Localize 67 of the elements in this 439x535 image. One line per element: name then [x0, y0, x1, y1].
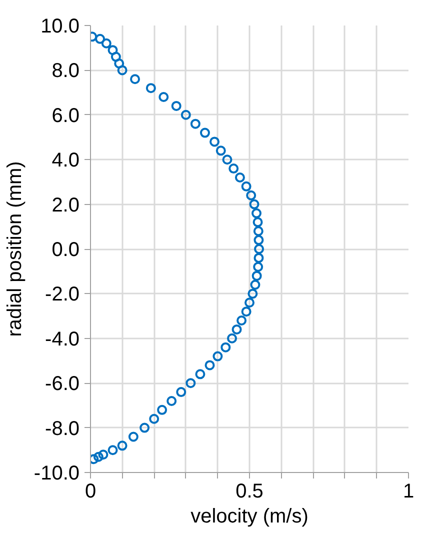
- point: [236, 316, 247, 326]
- point: [252, 217, 263, 228]
- point: [204, 360, 215, 370]
- point: [93, 452, 104, 462]
- y-tick-label: -10.0: [34, 462, 80, 484]
- point: [250, 280, 260, 290]
- y-tick-label: -4.0: [45, 328, 80, 350]
- point: [98, 450, 108, 460]
- x-axis-title: velocity (m/s): [190, 506, 308, 528]
- point: [210, 136, 220, 147]
- x-tick-label: 0.5: [236, 480, 264, 502]
- x-tick-label: 1: [402, 480, 414, 502]
- point: [220, 342, 231, 352]
- point: [253, 262, 264, 272]
- point: [228, 164, 239, 174]
- point: [241, 306, 252, 317]
- point: [110, 52, 121, 62]
- y-tick-label: 2.0: [52, 194, 80, 216]
- point: [254, 252, 264, 263]
- point: [253, 226, 264, 236]
- point: [108, 445, 118, 456]
- point: [254, 244, 264, 254]
- point: [248, 288, 258, 299]
- x-tick-label: 0: [84, 480, 96, 502]
- y-axis-title: radial position (mm): [4, 161, 26, 337]
- point: [180, 110, 191, 120]
- point: [234, 172, 245, 182]
- point: [114, 58, 124, 68]
- point: [171, 100, 182, 111]
- y-tick-label: -8.0: [45, 418, 80, 440]
- point: [252, 270, 262, 281]
- point: [251, 208, 262, 218]
- point: [244, 298, 254, 308]
- point: [130, 74, 140, 84]
- y-tick-label: 0.0: [52, 239, 80, 261]
- y-tick-label: 10.0: [40, 16, 80, 38]
- point: [190, 118, 200, 129]
- point: [186, 378, 196, 388]
- point: [254, 235, 264, 246]
- point: [108, 45, 118, 56]
- point: [212, 351, 223, 362]
- point: [140, 422, 150, 433]
- point: [249, 199, 260, 210]
- point: [128, 432, 138, 442]
- point: [200, 128, 210, 138]
- point: [216, 146, 226, 156]
- y-tick-label: 6.0: [52, 104, 80, 127]
- point: [117, 440, 128, 451]
- point: [117, 65, 128, 76]
- point: [241, 181, 252, 192]
- point: [101, 38, 112, 48]
- y-tick-label: 4.0: [52, 150, 80, 172]
- point: [158, 92, 169, 102]
- y-tick-label: -6.0: [45, 373, 80, 396]
- point: [157, 404, 168, 415]
- point: [95, 34, 106, 44]
- point: [166, 396, 177, 406]
- y-tick-label: -2.0: [45, 284, 80, 306]
- point: [232, 324, 242, 334]
- point: [149, 414, 160, 424]
- point: [176, 387, 186, 398]
- point: [195, 369, 206, 380]
- y-tick-label: 8.0: [52, 60, 80, 82]
- point: [246, 190, 256, 200]
- point: [222, 154, 232, 165]
- point: [227, 333, 238, 344]
- point: [146, 83, 156, 94]
